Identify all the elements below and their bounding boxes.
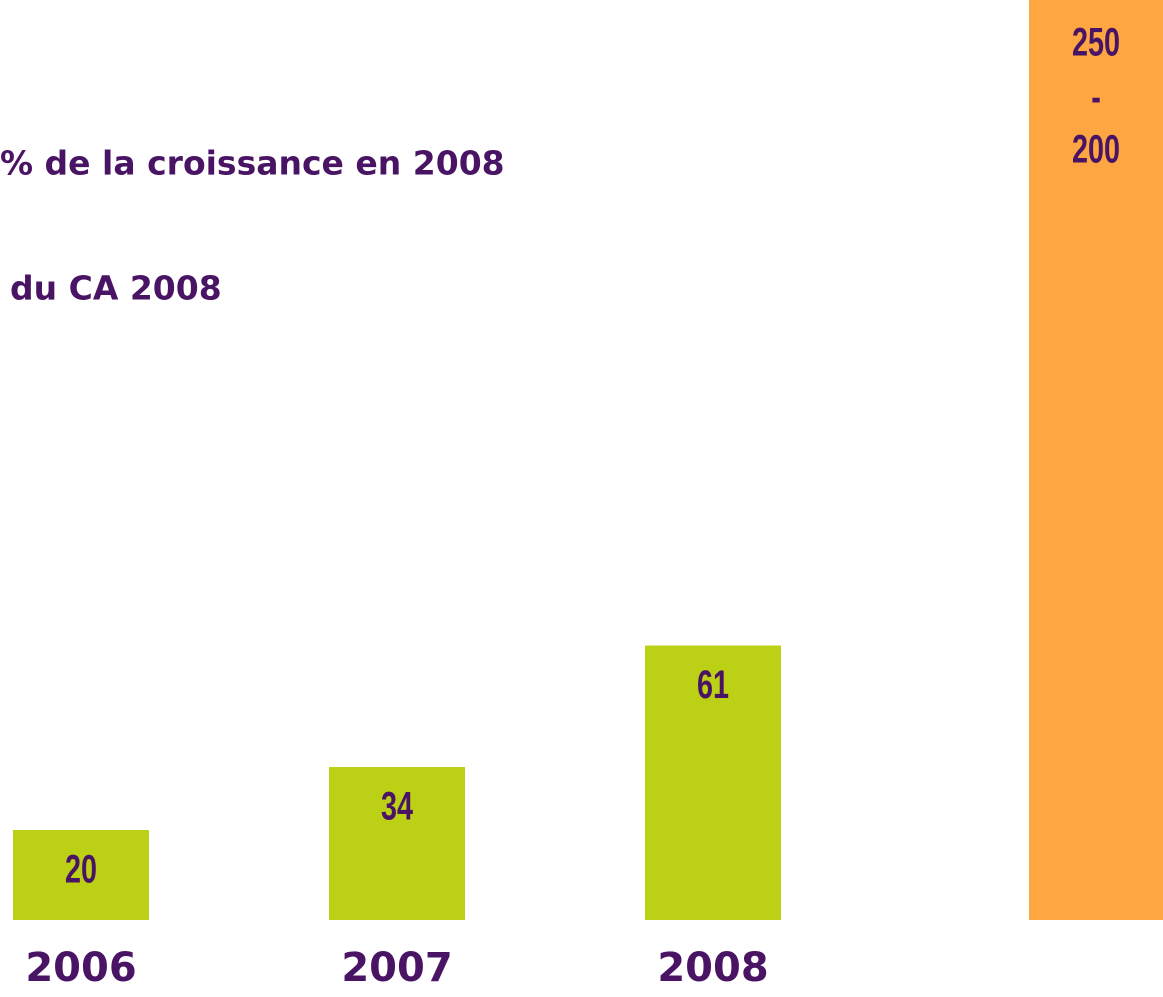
bar bbox=[329, 767, 465, 920]
annotation: % de la croissance en 2008 bbox=[0, 144, 505, 183]
bar bbox=[645, 645, 781, 920]
value-label: 61 bbox=[697, 662, 729, 707]
bar bbox=[13, 830, 149, 920]
range-label: 200 bbox=[1072, 127, 1120, 172]
annotation: du CA 2008 bbox=[10, 269, 222, 308]
value-label: 34 bbox=[381, 784, 414, 829]
range-bar bbox=[1029, 0, 1163, 920]
value-label: 20 bbox=[65, 847, 97, 892]
range-label: 250 bbox=[1072, 20, 1120, 65]
x-tick-label: 2006 bbox=[25, 945, 136, 991]
range-label: - bbox=[1091, 75, 1101, 120]
x-tick-label: 2008 bbox=[657, 945, 768, 991]
x-tick-label: 2007 bbox=[341, 945, 452, 991]
